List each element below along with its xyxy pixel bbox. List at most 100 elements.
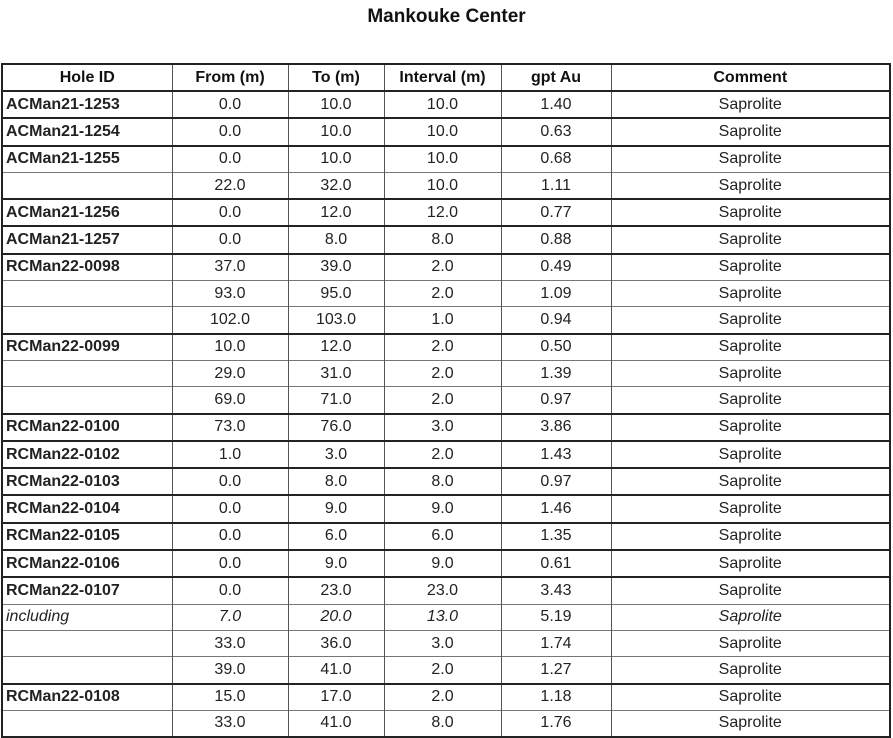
cell-to: 76.0 — [287, 412, 385, 441]
cell-comment: Saprolite — [610, 144, 891, 173]
cell-hole-id: ACMan21-1255 — [1, 144, 173, 173]
cell-gpt-au: 0.97 — [500, 386, 612, 414]
cell-gpt-au: 0.63 — [500, 117, 612, 146]
cell-hole-id: RCMan22-0108 — [1, 682, 173, 711]
cell-hole-id: RCMan22-0100 — [1, 412, 173, 441]
cell-from: 0.0 — [171, 549, 289, 578]
cell-hole-id: RCMan22-0105 — [1, 521, 173, 551]
cell-comment: Saprolite — [610, 439, 891, 469]
table-row: ACMan21-1253 0.0 10.0 10.0 1.40 Saprolite — [1, 89, 891, 119]
cell-comment: Saprolite — [610, 225, 891, 254]
cell-interval: 12.0 — [383, 198, 502, 227]
cell-from: 0.0 — [171, 467, 289, 496]
cell-to: 41.0 — [287, 709, 385, 738]
table-row: RCMan22-0105 0.0 6.0 6.0 1.35 Saprolite — [1, 521, 891, 551]
table-row: RCMan22-0099 10.0 12.0 2.0 0.50 Saprolite — [1, 332, 891, 361]
cell-to: 9.0 — [287, 494, 385, 523]
cell-hole-id: ACMan21-1256 — [1, 198, 173, 227]
cell-interval: 13.0 — [383, 603, 502, 631]
cell-to: 20.0 — [287, 603, 385, 631]
table-row: 33.0 36.0 3.0 1.74 Saprolite — [1, 629, 891, 657]
cell-gpt-au: 3.86 — [500, 412, 612, 441]
cell-gpt-au: 1.39 — [500, 359, 612, 387]
cell-interval: 10.0 — [383, 144, 502, 173]
cell-from: 39.0 — [171, 656, 289, 684]
table-row: RCMan22-0100 73.0 76.0 3.0 3.86 Saprolite — [1, 412, 891, 441]
cell-interval: 8.0 — [383, 467, 502, 496]
cell-hole-id — [1, 306, 173, 334]
table-row: 33.0 41.0 8.0 1.76 Saprolite — [1, 709, 891, 738]
cell-comment: Saprolite — [610, 386, 891, 414]
cell-gpt-au: 0.61 — [500, 549, 612, 578]
cell-gpt-au: 1.27 — [500, 656, 612, 684]
cell-from: 29.0 — [171, 359, 289, 387]
table-row: RCMan22-0098 37.0 39.0 2.0 0.49 Saprolite — [1, 252, 891, 281]
cell-to: 10.0 — [287, 117, 385, 146]
header-from: From (m) — [171, 63, 289, 92]
cell-to: 71.0 — [287, 386, 385, 414]
cell-gpt-au: 3.43 — [500, 576, 612, 605]
cell-to: 23.0 — [287, 576, 385, 605]
cell-gpt-au: 1.18 — [500, 682, 612, 711]
cell-to: 8.0 — [287, 225, 385, 254]
cell-interval: 2.0 — [383, 280, 502, 307]
cell-to: 10.0 — [287, 89, 385, 119]
table-row: 39.0 41.0 2.0 1.27 Saprolite — [1, 656, 891, 684]
cell-hole-id: RCMan22-0104 — [1, 494, 173, 523]
cell-to: 31.0 — [287, 359, 385, 387]
table-row: ACMan21-1256 0.0 12.0 12.0 0.77 Saprolite — [1, 198, 891, 227]
cell-interval: 2.0 — [383, 359, 502, 387]
cell-comment: Saprolite — [610, 549, 891, 578]
drill-results-table: Hole ID From (m) To (m) Interval (m) gpt… — [1, 63, 891, 738]
cell-gpt-au: 0.77 — [500, 198, 612, 227]
cell-comment: Saprolite — [610, 359, 891, 387]
cell-to: 9.0 — [287, 549, 385, 578]
cell-gpt-au: 1.09 — [500, 280, 612, 307]
cell-from: 69.0 — [171, 386, 289, 414]
cell-gpt-au: 0.49 — [500, 252, 612, 281]
header-gpt-au: gpt Au — [500, 63, 612, 92]
cell-to: 3.0 — [287, 439, 385, 469]
cell-interval: 10.0 — [383, 117, 502, 146]
cell-gpt-au: 0.68 — [500, 144, 612, 173]
cell-to: 41.0 — [287, 656, 385, 684]
cell-interval: 2.0 — [383, 386, 502, 414]
table-row: RCMan22-0107 0.0 23.0 23.0 3.43 Saprolite — [1, 576, 891, 605]
table-body: ACMan21-1253 0.0 10.0 10.0 1.40 Saprolite ACMa… — [1, 89, 891, 738]
cell-hole-id: including — [1, 603, 173, 631]
cell-to: 6.0 — [287, 521, 385, 551]
table-row: ACMan21-1254 0.0 10.0 10.0 0.63 Saprolite — [1, 117, 891, 146]
cell-to: 103.0 — [287, 306, 385, 334]
cell-interval: 8.0 — [383, 709, 502, 738]
table-row: RCMan22-0106 0.0 9.0 9.0 0.61 Saprolite — [1, 549, 891, 578]
cell-interval: 9.0 — [383, 494, 502, 523]
cell-hole-id — [1, 359, 173, 387]
table-row: 69.0 71.0 2.0 0.97 Saprolite — [1, 386, 891, 414]
table-row: RCMan22-0104 0.0 9.0 9.0 1.46 Saprolite — [1, 494, 891, 523]
table-row: ACMan21-1255 0.0 10.0 10.0 0.68 Saprolite — [1, 144, 891, 173]
table-row: 29.0 31.0 2.0 1.39 Saprolite — [1, 359, 891, 387]
cell-hole-id: RCMan22-0098 — [1, 252, 173, 281]
cell-comment: Saprolite — [610, 629, 891, 657]
cell-interval: 2.0 — [383, 682, 502, 711]
header-interval: Interval (m) — [383, 63, 502, 92]
cell-hole-id: RCMan22-0106 — [1, 549, 173, 578]
header-comment: Comment — [610, 63, 891, 92]
cell-hole-id — [1, 709, 173, 738]
cell-to: 12.0 — [287, 198, 385, 227]
cell-gpt-au: 5.19 — [500, 603, 612, 631]
cell-hole-id: RCMan22-0099 — [1, 332, 173, 361]
cell-gpt-au: 0.50 — [500, 332, 612, 361]
cell-from: 10.0 — [171, 332, 289, 361]
cell-hole-id: RCMan22-0103 — [1, 467, 173, 496]
table-row: 93.0 95.0 2.0 1.09 Saprolite — [1, 280, 891, 307]
cell-hole-id: RCMan22-0107 — [1, 576, 173, 605]
table-row: 102.0 103.0 1.0 0.94 Saprolite — [1, 306, 891, 334]
header-hole-id: Hole ID — [1, 63, 173, 92]
cell-from: 37.0 — [171, 252, 289, 281]
cell-interval: 2.0 — [383, 252, 502, 281]
cell-comment: Saprolite — [610, 603, 891, 631]
cell-comment: Saprolite — [610, 709, 891, 738]
cell-to: 10.0 — [287, 144, 385, 173]
cell-interval: 10.0 — [383, 171, 502, 200]
